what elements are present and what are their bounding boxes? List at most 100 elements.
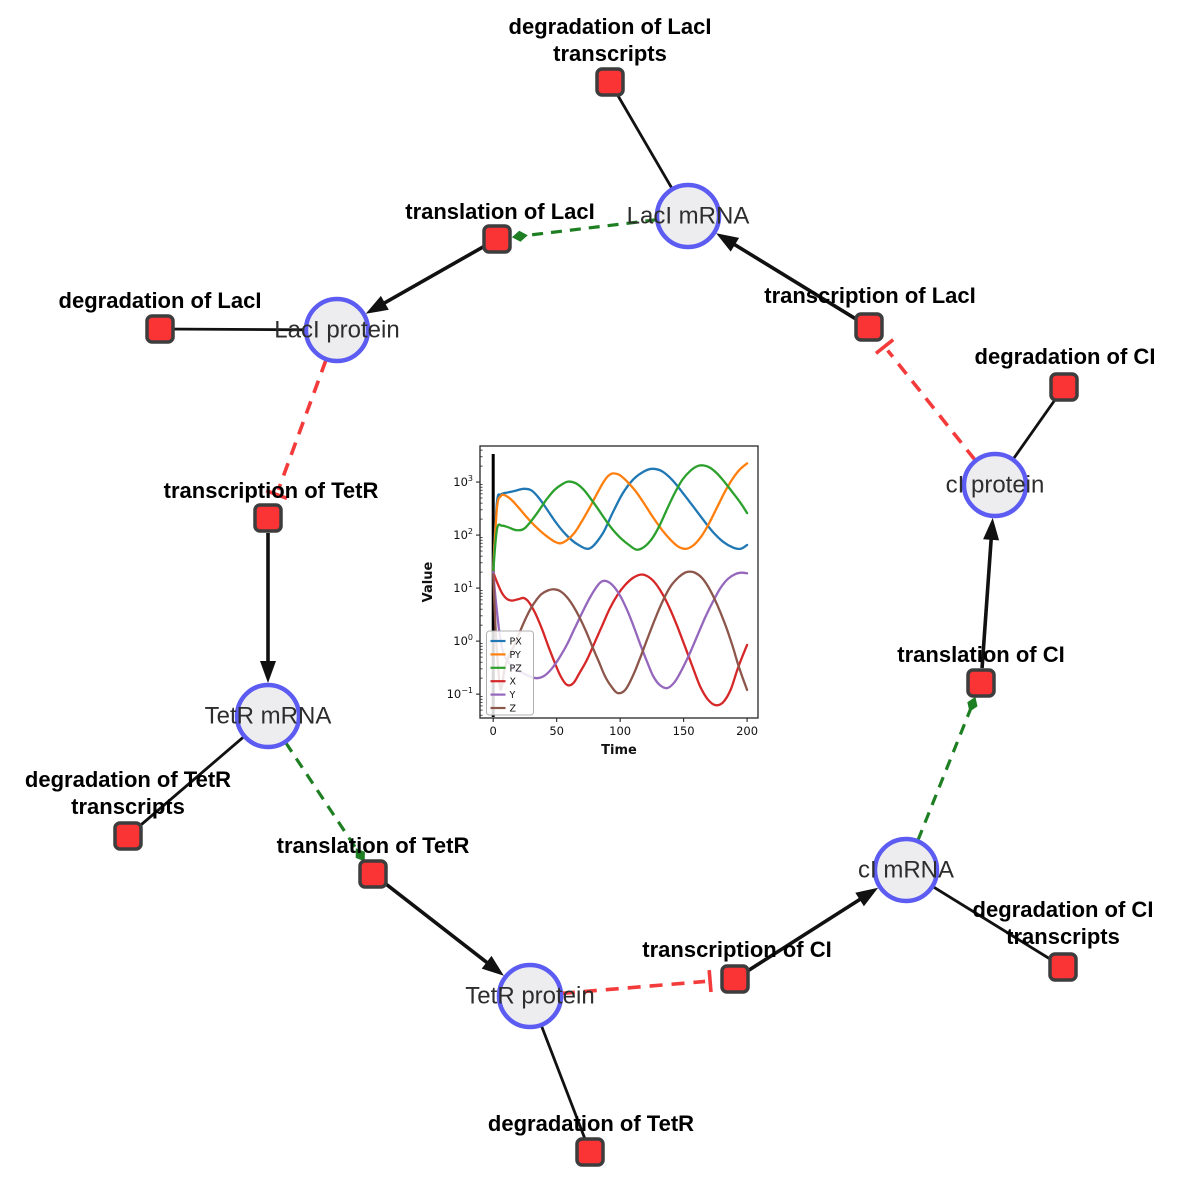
chart-x-tick-label: 200 xyxy=(736,724,758,738)
reaction-node-deg_ci_tx[interactable] xyxy=(1048,952,1078,982)
chart-y-tick-label: 103 xyxy=(453,474,473,489)
reaction-label-deg_ci: degradation of CI xyxy=(975,344,1156,369)
reaction-label-tl_ci: translation of CI xyxy=(897,642,1064,667)
species-node-ci_mrna[interactable] xyxy=(872,836,940,904)
chart-x-tick-label: 100 xyxy=(609,724,631,738)
labels-layer: degradation of LacI transcripts translatio… xyxy=(25,14,1156,1136)
arrowhead-icon xyxy=(365,295,389,314)
reaction-square-icon[interactable] xyxy=(854,312,884,342)
species-circle-icon[interactable] xyxy=(654,182,722,250)
inhibition-tbar-icon xyxy=(874,338,895,355)
inhibition-tbar-icon xyxy=(265,489,288,501)
chart-y-tick-label: 100 xyxy=(453,633,473,648)
reaction-node-deg_ci[interactable] xyxy=(1049,372,1079,402)
species-circle-icon[interactable] xyxy=(961,451,1029,519)
species-circle-icon[interactable] xyxy=(872,836,940,904)
reaction-nodes-layer xyxy=(113,67,1079,1167)
chart-x-axis-label: Time xyxy=(601,743,637,758)
edge-laci_protein-to-tr_tetr xyxy=(265,359,328,501)
modifier-arrowhead-icon xyxy=(967,696,978,712)
arrowhead-icon xyxy=(481,955,504,976)
chart-x-tick-label: 150 xyxy=(673,724,695,738)
reaction-node-tl_ci[interactable] xyxy=(966,668,996,698)
legend-label-X: X xyxy=(510,677,517,688)
reaction-label-tr_tetr: transcription of TetR xyxy=(164,478,379,503)
reaction-square-icon[interactable] xyxy=(1049,372,1079,402)
arrowhead-icon xyxy=(716,233,740,252)
arrowhead-icon xyxy=(983,517,1000,541)
chart-legend: PX PY PZ XYZ xyxy=(486,630,534,716)
chart-background xyxy=(418,428,776,788)
legend-label-PX: PX xyxy=(510,637,523,648)
species-circle-icon[interactable] xyxy=(303,296,371,364)
reaction-node-tr_laci[interactable] xyxy=(854,312,884,342)
species-node-tetr_mrna[interactable] xyxy=(234,682,302,750)
edge-tetr_protein-to-deg_tetr xyxy=(540,1025,592,1153)
species-node-laci_protein[interactable] xyxy=(303,296,371,364)
reaction-node-tr_tetr[interactable] xyxy=(253,503,283,533)
series-line-PY xyxy=(492,462,749,572)
species-circle-icon[interactable] xyxy=(496,962,564,1030)
species-label-tetr_protein: TetR protein xyxy=(465,983,594,1010)
reaction-node-tr_ci[interactable] xyxy=(720,964,750,994)
reaction-node-deg_laci_tx[interactable] xyxy=(595,67,625,97)
series-line-PX xyxy=(492,467,749,569)
species-node-tetr_protein[interactable] xyxy=(496,962,564,1030)
reaction-label-tl_tetr: translation of TetR xyxy=(277,833,470,858)
species-label-ci_mrna: cI mRNA xyxy=(858,857,954,884)
modifier-arrowhead-icon xyxy=(355,848,365,862)
species-label-laci_protein: LacI protein xyxy=(274,317,399,344)
edge-tl_tetr-to-tetr_protein xyxy=(383,881,504,976)
inhibition-tbar-icon xyxy=(707,969,713,993)
reaction-node-deg_tetr_tx[interactable] xyxy=(113,821,143,851)
arrowhead-icon xyxy=(855,887,879,907)
legend-label-Z: Z xyxy=(510,704,517,715)
reaction-square-icon[interactable] xyxy=(720,964,750,994)
reaction-label-deg_laci_tx: degradation of LacI transcripts xyxy=(509,14,712,66)
reaction-square-icon[interactable] xyxy=(253,503,283,533)
species-node-ci_protein[interactable] xyxy=(961,451,1029,519)
legend-label-PZ: PZ xyxy=(510,663,523,674)
reaction-node-deg_laci[interactable] xyxy=(145,314,175,344)
chart-y-tick-label: 101 xyxy=(453,580,473,595)
reaction-square-icon[interactable] xyxy=(966,668,996,698)
reaction-label-deg_tetr_tx: degradation of TetR transcripts xyxy=(25,767,231,819)
reaction-square-icon[interactable] xyxy=(482,224,512,254)
edge-ci_mrna-to-tl_ci xyxy=(916,696,978,841)
reaction-node-tl_tetr[interactable] xyxy=(358,859,388,889)
series-line-PZ xyxy=(492,464,749,574)
reaction-label-deg_tetr: degradation of TetR xyxy=(488,1111,694,1136)
species-circle-icon[interactable] xyxy=(234,682,302,750)
reaction-square-icon[interactable] xyxy=(1048,952,1078,982)
reaction-label-deg_laci: degradation of LacI xyxy=(59,288,262,313)
species-nodes-layer xyxy=(234,182,1029,1030)
reaction-square-icon[interactable] xyxy=(358,859,388,889)
edge-laci_protein-to-deg_laci xyxy=(159,327,306,332)
edge-laci_mrna-to-tl_laci xyxy=(511,218,657,242)
edge-tetr_mrna-to-deg_tetr_tx xyxy=(127,735,245,838)
reaction-label-tl_laci: translation of LacI xyxy=(405,199,594,224)
reaction-square-icon[interactable] xyxy=(113,821,143,851)
modifier-arrowhead-icon xyxy=(511,230,528,242)
chart-y-axis-label: Value xyxy=(421,561,436,602)
edge-laci_mrna-to-deg_laci_tx xyxy=(608,81,674,190)
edge-tr_laci-to-laci_mrna xyxy=(716,233,858,321)
reaction-square-icon[interactable] xyxy=(595,67,625,97)
reaction-square-icon[interactable] xyxy=(145,314,175,344)
edge-tl_ci-to-ci_protein xyxy=(980,517,1000,669)
species-label-laci_mrna: LacI mRNA xyxy=(627,203,750,230)
species-label-ci_protein: cI protein xyxy=(946,472,1045,499)
species-node-laci_mrna[interactable] xyxy=(654,182,722,250)
reaction-square-icon[interactable] xyxy=(575,1137,605,1167)
reaction-node-deg_tetr[interactable] xyxy=(575,1137,605,1167)
reaction-node-tl_laci[interactable] xyxy=(482,224,512,254)
edge-ci_protein-to-tr_laci xyxy=(874,338,977,462)
species-label-tetr_mrna: TetR mRNA xyxy=(205,703,332,730)
chart-series-layer xyxy=(491,454,749,717)
reaction-label-deg_ci_tx: degradation of CI transcripts xyxy=(973,897,1154,949)
edge-tetr_mrna-to-tl_tetr xyxy=(284,741,365,862)
edge-tl_laci-to-laci_protein xyxy=(365,244,485,314)
